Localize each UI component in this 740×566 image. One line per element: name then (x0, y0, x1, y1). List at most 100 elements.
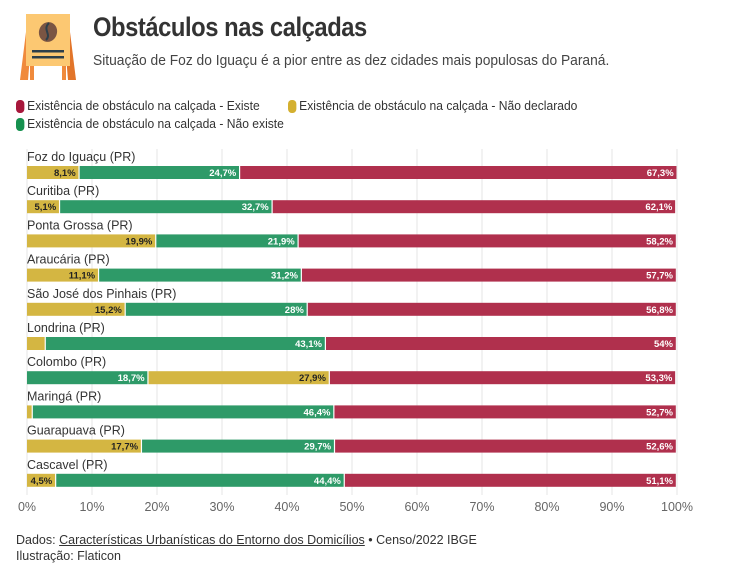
bar-segment (27, 200, 59, 214)
x-tick-label: 100% (661, 500, 693, 514)
bar-segment (56, 473, 344, 487)
bar-segment (60, 200, 272, 214)
chart-legend: Existência de obstáculo na calçada - Exi… (16, 97, 716, 133)
data-label: 4,5% (31, 476, 53, 487)
bar-segment (27, 166, 79, 179)
bar-segment (142, 439, 334, 453)
x-tick-label: 20% (144, 500, 169, 514)
bar-segment (156, 234, 298, 248)
category-label: Maringá (PR) (27, 389, 101, 403)
bar-segment (240, 166, 677, 179)
bar-segment (148, 371, 329, 385)
data-label: 57,7% (646, 271, 673, 282)
legend-swatch-nao-declarado (287, 99, 297, 113)
category-label: Foz do Iguaçu (PR) (27, 150, 135, 164)
bar-segment (27, 234, 156, 248)
illustration-credit: Ilustração: Flaticon (16, 549, 121, 563)
chart-header: Obstáculos nas calçadas Situação de Foz … (16, 10, 736, 85)
category-label: Cascavel (PR) (27, 458, 108, 472)
bar-segment (27, 268, 98, 282)
category-label: Araucária (PR) (27, 253, 110, 267)
source-line: Dados: Características Urbanísticas do E… (16, 532, 477, 548)
data-label: 58,2% (646, 236, 673, 247)
data-label: 56,8% (646, 305, 673, 316)
category-label: Ponta Grossa (PR) (27, 218, 133, 232)
data-label: 51,1% (646, 476, 673, 487)
bar-segment (301, 268, 676, 282)
source-prefix: Dados: (16, 533, 60, 547)
bar-segment (27, 337, 45, 350)
bar-segment (125, 302, 307, 316)
bar-segment (307, 302, 676, 316)
bar-segment (45, 337, 325, 350)
legend-label: Existência de obstáculo na calçada - Não… (298, 98, 578, 113)
bar-segment (27, 405, 32, 419)
legend-item-nao-declarado[interactable]: Existência de obstáculo na calçada - Não… (287, 97, 578, 115)
data-label: 27,9% (299, 373, 326, 384)
bar-segment (79, 166, 240, 179)
data-label: 67,3% (647, 168, 674, 179)
legend-item-nao-existe[interactable]: Existência de obstáculo na calçada - Não… (16, 115, 284, 133)
category-label: Londrina (PR) (27, 321, 105, 335)
bar-segment (27, 473, 56, 487)
stacked-bar-chart: 0% 10% 20% 30% 40% 50% 60% 70% 80% 90% 100% Foz do … (18, 149, 693, 514)
bar-segment (27, 371, 148, 385)
data-label: 8,1% (54, 168, 76, 179)
legend-label: Existência de obstáculo na calçada - Não… (27, 116, 284, 131)
source-link[interactable]: Características Urbanísticas do Entorno … (59, 533, 365, 547)
legend-swatch-nao-existe (16, 117, 25, 131)
category-label: Guarapuava (PR) (27, 424, 125, 438)
bar-segment (329, 371, 676, 385)
sidewalk-sign-icon (20, 14, 76, 80)
data-label: 62,1% (645, 202, 672, 213)
x-tick-label: 0% (18, 500, 36, 514)
data-label: 43,1% (295, 339, 322, 350)
data-label: 11,1% (69, 271, 96, 282)
data-label: 31,2% (271, 271, 298, 282)
x-tick-label: 90% (599, 500, 624, 514)
bar-segment (335, 439, 676, 453)
bar-segment (99, 268, 301, 282)
bar-segment (334, 405, 676, 419)
data-label: 46,4% (304, 407, 331, 418)
x-tick-label: 40% (274, 500, 299, 514)
bar-segment (344, 473, 676, 487)
bar-segment (27, 439, 141, 453)
bar-segment (326, 337, 676, 350)
data-label: 24,7% (209, 168, 236, 179)
x-tick-label: 70% (469, 500, 494, 514)
chart-title: Obstáculos nas calçadas (93, 12, 367, 42)
data-label: 17,7% (111, 442, 138, 453)
data-label: 44,4% (314, 476, 341, 487)
x-tick-label: 30% (209, 500, 234, 514)
category-label: Colombo (PR) (27, 355, 106, 369)
legend-label: Existência de obstáculo na calçada - Exi… (27, 98, 260, 113)
x-tick-label: 60% (404, 500, 429, 514)
data-label: 21,9% (268, 236, 295, 247)
data-label: 29,7% (304, 442, 331, 453)
data-label: 54% (654, 339, 674, 350)
legend-item-existe[interactable]: Existência de obstáculo na calçada - Exi… (16, 97, 260, 115)
data-label: 52,7% (646, 407, 673, 418)
bar-segment (27, 302, 125, 316)
bar-segment (298, 234, 676, 248)
x-tick-label: 10% (79, 500, 104, 514)
x-tick-label: 80% (534, 500, 559, 514)
x-tick-label: 50% (339, 500, 364, 514)
legend-swatch-existe (16, 99, 25, 113)
data-label: 19,9% (125, 236, 152, 247)
data-label: 15,2% (95, 305, 122, 316)
category-label: Curitiba (PR) (27, 184, 99, 198)
data-label: 53,3% (645, 373, 672, 384)
source-suffix: • Censo/2022 IBGE (364, 533, 477, 547)
chart-subtitle: Situação de Foz do Iguaçu é a pior entre… (93, 52, 610, 69)
bar-segment (272, 200, 676, 214)
bar-segment (32, 405, 334, 419)
category-label: São José dos Pinhais (PR) (27, 287, 176, 301)
data-label: 52,6% (646, 442, 673, 453)
chart-footer: Dados: Características Urbanísticas do E… (16, 532, 477, 564)
data-label: 32,7% (242, 202, 269, 213)
data-label: 18,7% (118, 373, 145, 384)
data-label: 28% (285, 305, 305, 316)
data-label: 5,1% (34, 202, 56, 213)
